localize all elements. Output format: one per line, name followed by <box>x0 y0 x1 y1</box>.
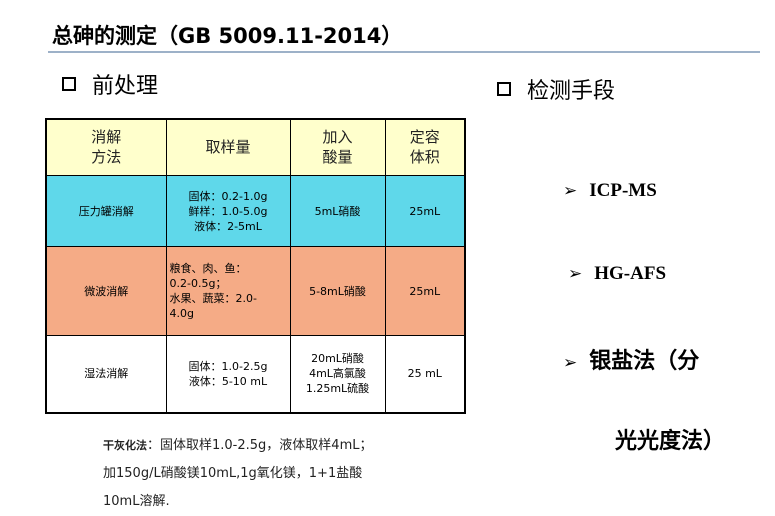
arrow-bullet-icon: ➢ <box>568 264 583 284</box>
cell-sample: 固体：1.0-2.5g 液体：5-10 mL <box>165 334 291 414</box>
method-item: ➢ HG-AFS <box>568 263 667 284</box>
method-item-continued: 光光度法） <box>615 429 726 454</box>
table-row: 压力罐消解 固体：0.2-1.0g 鲜样：1.0-5.0g 液体：2-5mL 5… <box>45 174 466 248</box>
arrow-bullet-icon: ➢ <box>563 353 578 373</box>
cell-acid: 5mL硝酸 <box>289 174 386 248</box>
cell-method: 压力罐消解 <box>45 174 167 248</box>
note-line: 干灰化法：固体取样1.0-2.5g，液体取样4mL； <box>103 438 373 453</box>
slide-title: 总砷的测定（GB 5009.11-2014） <box>52 24 403 48</box>
header-method: 消解 方法 <box>45 118 167 176</box>
cell-acid: 20mL硝酸 4mL高氯酸 1.25mL硫酸 <box>289 334 386 414</box>
header-sample: 取样量 <box>165 118 291 176</box>
cell-method: 湿法消解 <box>45 334 167 414</box>
method-item: ➢ 银盐法（分 <box>563 349 700 374</box>
digestion-table: 消解 方法 取样量 加入 酸量 定容 体积 压力罐消解 固体：0.2-1.0g 鲜样：… <box>45 118 466 414</box>
arrow-bullet-icon: ➢ <box>563 181 578 201</box>
table-header-row: 消解 方法 取样量 加入 酸量 定容 体积 <box>45 118 466 176</box>
cell-volume: 25mL <box>384 246 466 336</box>
section-detection: 检测手段 <box>497 73 615 105</box>
cell-method: 微波消解 <box>45 246 167 336</box>
title-divider <box>48 51 760 53</box>
dry-ashing-note: 干灰化法：固体取样1.0-2.5g，液体取样4mL； 加150g/L硝酸镁10m… <box>103 432 463 516</box>
header-volume: 定容 体积 <box>384 118 466 176</box>
header-acid: 加入 酸量 <box>289 118 386 176</box>
note-label: 干灰化法 <box>103 439 147 452</box>
note-line: 加150g/L硝酸镁10mL,1g氧化镁，1+1盐酸 <box>103 466 363 481</box>
square-bullet-icon <box>62 77 76 91</box>
method-item: ➢ ICP-MS <box>563 180 657 201</box>
square-bullet-icon <box>497 82 511 96</box>
table-row: 微波消解 粮食、肉、鱼： 0.2-0.5g； 水果、蔬菜：2.0- 4.0g 5… <box>45 246 466 336</box>
cell-volume: 25 mL <box>384 334 466 414</box>
cell-volume: 25mL <box>384 174 466 248</box>
cell-sample: 固体：0.2-1.0g 鲜样：1.0-5.0g 液体：2-5mL <box>165 174 291 248</box>
cell-sample: 粮食、肉、鱼： 0.2-0.5g； 水果、蔬菜：2.0- 4.0g <box>165 246 291 336</box>
table-row: 湿法消解 固体：1.0-2.5g 液体：5-10 mL 20mL硝酸 4mL高氯… <box>45 334 466 414</box>
section-detection-label: 检测手段 <box>527 79 616 104</box>
cell-acid: 5-8mL硝酸 <box>289 246 386 336</box>
note-line: 10mL溶解. <box>103 494 170 509</box>
section-pretreatment-label: 前处理 <box>92 74 159 99</box>
section-pretreatment: 前处理 <box>62 68 158 100</box>
